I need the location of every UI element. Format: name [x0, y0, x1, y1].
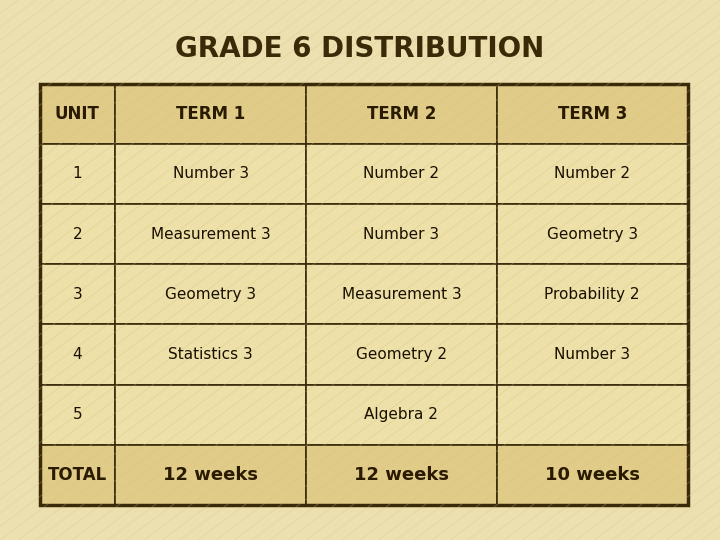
Bar [306, 325, 497, 384]
Text: Measurement 3: Measurement 3 [150, 227, 271, 241]
Text: 5: 5 [73, 407, 82, 422]
Bar [306, 445, 497, 505]
Bar [115, 84, 306, 144]
Bar [306, 84, 497, 144]
Bar [115, 204, 306, 264]
Bar [40, 84, 688, 505]
Bar [40, 445, 115, 505]
Text: Algebra 2: Algebra 2 [364, 407, 438, 422]
Text: Geometry 3: Geometry 3 [165, 287, 256, 302]
Bar [497, 325, 688, 384]
Text: GRADE 6 DISTRIBUTION: GRADE 6 DISTRIBUTION [176, 35, 544, 63]
Bar [306, 384, 497, 445]
Text: UNIT: UNIT [55, 105, 100, 123]
Bar [306, 264, 497, 325]
Bar [497, 84, 688, 144]
Bar [40, 204, 115, 264]
Bar [497, 445, 688, 505]
Text: 10 weeks: 10 weeks [545, 466, 639, 484]
Bar [40, 84, 115, 144]
Bar [40, 264, 115, 325]
Bar [497, 264, 688, 325]
Bar [497, 204, 688, 264]
Bar [40, 325, 115, 384]
Text: Measurement 3: Measurement 3 [341, 287, 462, 302]
Bar [40, 384, 115, 445]
Text: 4: 4 [73, 347, 82, 362]
Text: 12 weeks: 12 weeks [354, 466, 449, 484]
Bar [306, 144, 497, 204]
Text: Number 3: Number 3 [554, 347, 630, 362]
Text: Number 2: Number 2 [364, 166, 439, 181]
Text: 2: 2 [73, 227, 82, 241]
Text: TERM 2: TERM 2 [366, 105, 436, 123]
Bar [115, 144, 306, 204]
Text: Statistics 3: Statistics 3 [168, 347, 253, 362]
Bar [115, 384, 306, 445]
Bar [497, 384, 688, 445]
Bar [115, 445, 306, 505]
Bar [115, 325, 306, 384]
Text: Number 3: Number 3 [173, 166, 248, 181]
Text: Number 2: Number 2 [554, 166, 630, 181]
Bar [40, 144, 115, 204]
Bar [115, 264, 306, 325]
Text: TERM 3: TERM 3 [557, 105, 627, 123]
Text: TERM 1: TERM 1 [176, 105, 246, 123]
Text: Geometry 2: Geometry 2 [356, 347, 447, 362]
Text: Number 3: Number 3 [364, 227, 439, 241]
Bar [306, 204, 497, 264]
Text: 12 weeks: 12 weeks [163, 466, 258, 484]
Text: Probability 2: Probability 2 [544, 287, 640, 302]
Text: TOTAL: TOTAL [48, 466, 107, 484]
Bar [497, 144, 688, 204]
Text: Geometry 3: Geometry 3 [546, 227, 638, 241]
Text: 3: 3 [73, 287, 82, 302]
Text: 1: 1 [73, 166, 82, 181]
